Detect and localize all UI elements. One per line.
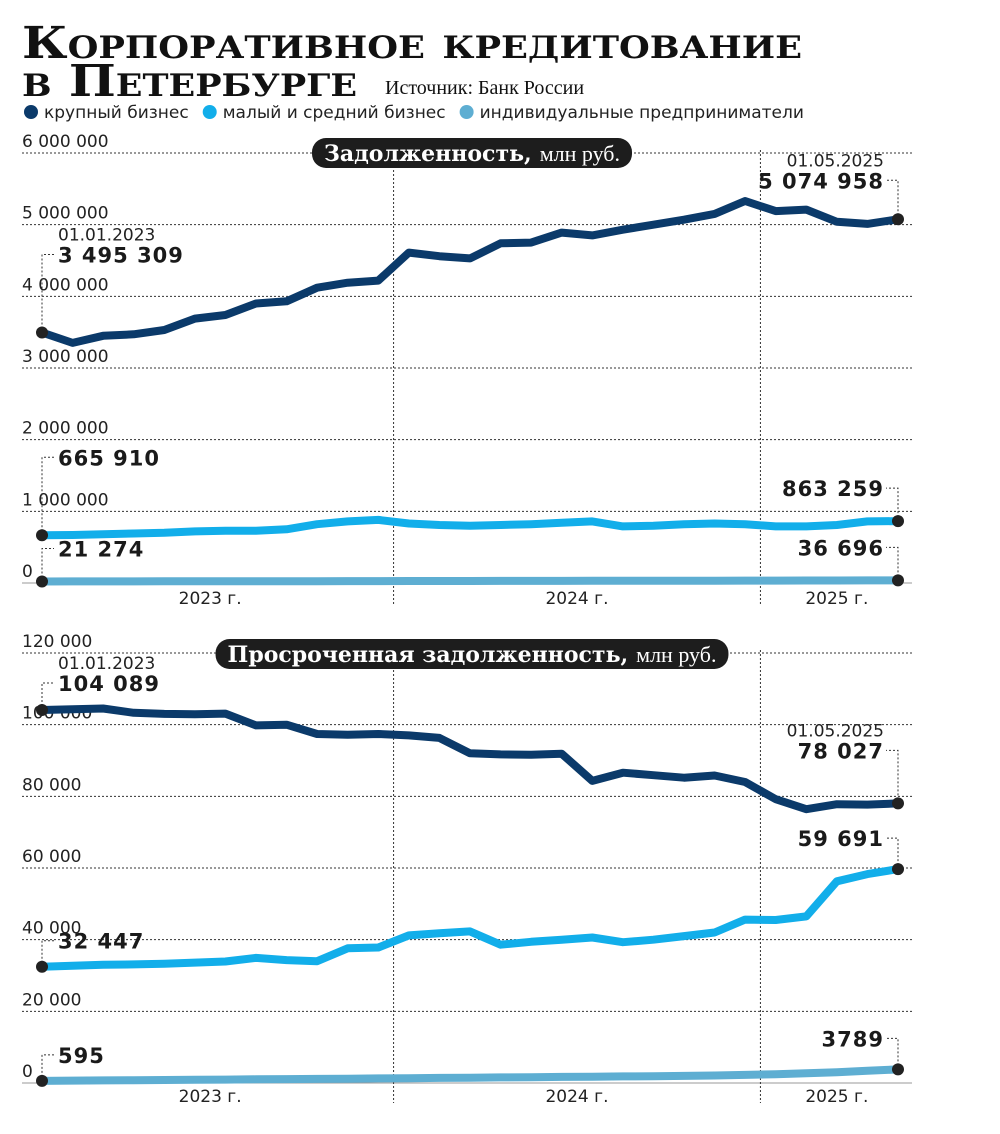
- legend-marker: [202, 105, 217, 119]
- leader-line: [41, 547, 54, 582]
- y-tick-label: 6 000 000: [22, 132, 109, 152]
- x-group-label: 2024 г.: [545, 1087, 608, 1107]
- date-label: 01.05.2025: [787, 721, 884, 741]
- leader-line: [41, 940, 54, 967]
- data-label: 3 495 309: [58, 244, 184, 268]
- leader-line: [41, 682, 54, 711]
- leader-line: [41, 456, 54, 536]
- y-tick-label: 0: [22, 1062, 33, 1082]
- series-line: [38, 1065, 902, 1085]
- data-label: 78 027: [798, 739, 884, 763]
- chart-title-main: Задолженность,: [324, 141, 532, 167]
- data-label: 104 089: [58, 672, 160, 696]
- y-tick-label: 0: [22, 562, 33, 582]
- series-line: [38, 197, 902, 347]
- data-label: 863 259: [782, 477, 884, 501]
- page-title: Корпоративное кредитование: [22, 18, 802, 69]
- end-point: [36, 575, 48, 588]
- legend-label: индивидуальные предприниматели: [480, 103, 804, 123]
- leader-line: [41, 254, 54, 333]
- x-group-label: 2024 г.: [545, 589, 608, 609]
- y-tick-label: 120 000: [22, 632, 92, 652]
- leader-line: [886, 487, 899, 522]
- chart-title-unit: млн руб.: [636, 642, 716, 667]
- end-point: [892, 863, 904, 876]
- chart-title: Задолженность, млн руб.: [312, 138, 632, 168]
- end-point: [36, 1074, 48, 1087]
- legend-label: малый и средний бизнес: [223, 103, 446, 123]
- data-label: 3789: [822, 1027, 884, 1051]
- x-group-label: 2023 г.: [179, 1087, 242, 1107]
- x-group-label: 2025 г.: [805, 589, 868, 609]
- end-point: [892, 1063, 904, 1076]
- data-label: 595: [58, 1044, 105, 1068]
- series-line: [38, 576, 902, 586]
- y-tick-label: 2 000 000: [22, 419, 109, 439]
- date-label: 01.01.2023: [58, 226, 155, 246]
- chart-title-text: Просроченная задолженность, млн руб.: [228, 642, 717, 668]
- y-tick-label: 1 000 000: [22, 490, 109, 510]
- data-label: 21 274: [58, 537, 144, 561]
- end-point: [36, 326, 48, 339]
- chart-title-text: Задолженность, млн руб.: [324, 141, 620, 167]
- date-label: 01.01.2023: [58, 654, 155, 674]
- chart-title-unit: млн руб.: [540, 141, 620, 166]
- chart-title: Просроченная задолженность, млн руб.: [215, 639, 729, 669]
- end-point: [892, 515, 904, 528]
- leader-line: [886, 749, 899, 804]
- title-pill: [312, 138, 632, 168]
- end-point: [892, 213, 904, 226]
- end-point: [36, 704, 48, 717]
- y-tick-label: 80 000: [22, 775, 81, 795]
- y-tick-label: 5 000 000: [22, 204, 109, 224]
- series-line: [38, 515, 902, 540]
- title-pill: [215, 639, 729, 669]
- page-title: в Петербурге: [22, 56, 357, 107]
- end-point: [892, 574, 904, 587]
- data-label: 665 910: [58, 446, 160, 470]
- legend-label: крупный бизнес: [44, 103, 189, 123]
- end-point: [892, 797, 904, 810]
- leader-line: [41, 1054, 54, 1081]
- data-label: 59 691: [798, 827, 884, 851]
- y-tick-label: 3 000 000: [22, 347, 109, 367]
- y-tick-label: 60 000: [22, 847, 81, 867]
- series-line: [38, 704, 902, 814]
- end-point: [36, 529, 48, 542]
- data-label: 5 074 958: [758, 169, 884, 193]
- x-group-label: 2025 г.: [805, 1087, 868, 1107]
- leader-line: [886, 179, 899, 220]
- data-label: 32 447: [58, 930, 144, 954]
- y-tick-label: 4 000 000: [22, 275, 109, 295]
- end-point: [36, 960, 48, 973]
- source: Источник: Банк России: [385, 77, 584, 99]
- legend-marker: [459, 105, 474, 119]
- leader-line: [886, 546, 899, 581]
- date-label: 01.05.2025: [787, 151, 884, 171]
- series-line: [38, 865, 902, 971]
- y-tick-label: 20 000: [22, 990, 81, 1010]
- legend-marker: [24, 105, 38, 119]
- data-label: 36 696: [798, 536, 884, 560]
- x-group-label: 2023 г.: [179, 589, 242, 609]
- chart-title-main: Просроченная задолженность,: [228, 642, 629, 668]
- y-tick-label: 40 000: [22, 919, 81, 939]
